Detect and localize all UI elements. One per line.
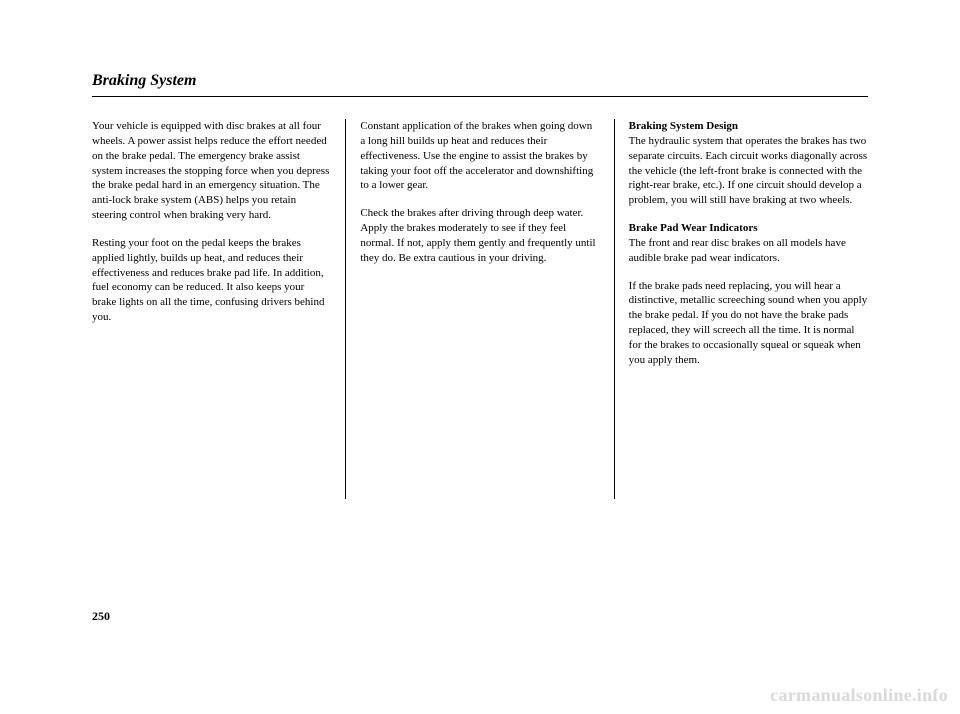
col3-para1: The hydraulic system that operates the b… bbox=[629, 134, 868, 208]
manual-page: Braking System Your vehicle is equipped … bbox=[0, 0, 960, 714]
col1-para2: Resting your foot on the pedal keeps the… bbox=[92, 236, 331, 325]
col3-para2: The front and rear disc brakes on all mo… bbox=[629, 236, 868, 266]
col3-para3: If the brake pads need replacing, you wi… bbox=[629, 279, 868, 368]
col3-heading2: Brake Pad Wear Indicators bbox=[629, 221, 868, 236]
page-title: Braking System bbox=[92, 72, 868, 90]
column-2: Constant application of the brakes when … bbox=[346, 119, 613, 499]
col2-para2: Check the brakes after driving through d… bbox=[360, 206, 599, 265]
column-3: Braking System Design The hydraulic syst… bbox=[615, 119, 868, 499]
title-rule bbox=[92, 96, 868, 97]
column-1: Your vehicle is equipped with disc brake… bbox=[92, 119, 345, 499]
page-number: 250 bbox=[92, 609, 110, 624]
watermark: carmanualsonline.info bbox=[770, 685, 948, 706]
col2-para1: Constant application of the brakes when … bbox=[360, 119, 599, 193]
col1-para1: Your vehicle is equipped with disc brake… bbox=[92, 119, 331, 223]
content-columns: Your vehicle is equipped with disc brake… bbox=[92, 119, 868, 499]
col3-heading1: Braking System Design bbox=[629, 119, 868, 134]
